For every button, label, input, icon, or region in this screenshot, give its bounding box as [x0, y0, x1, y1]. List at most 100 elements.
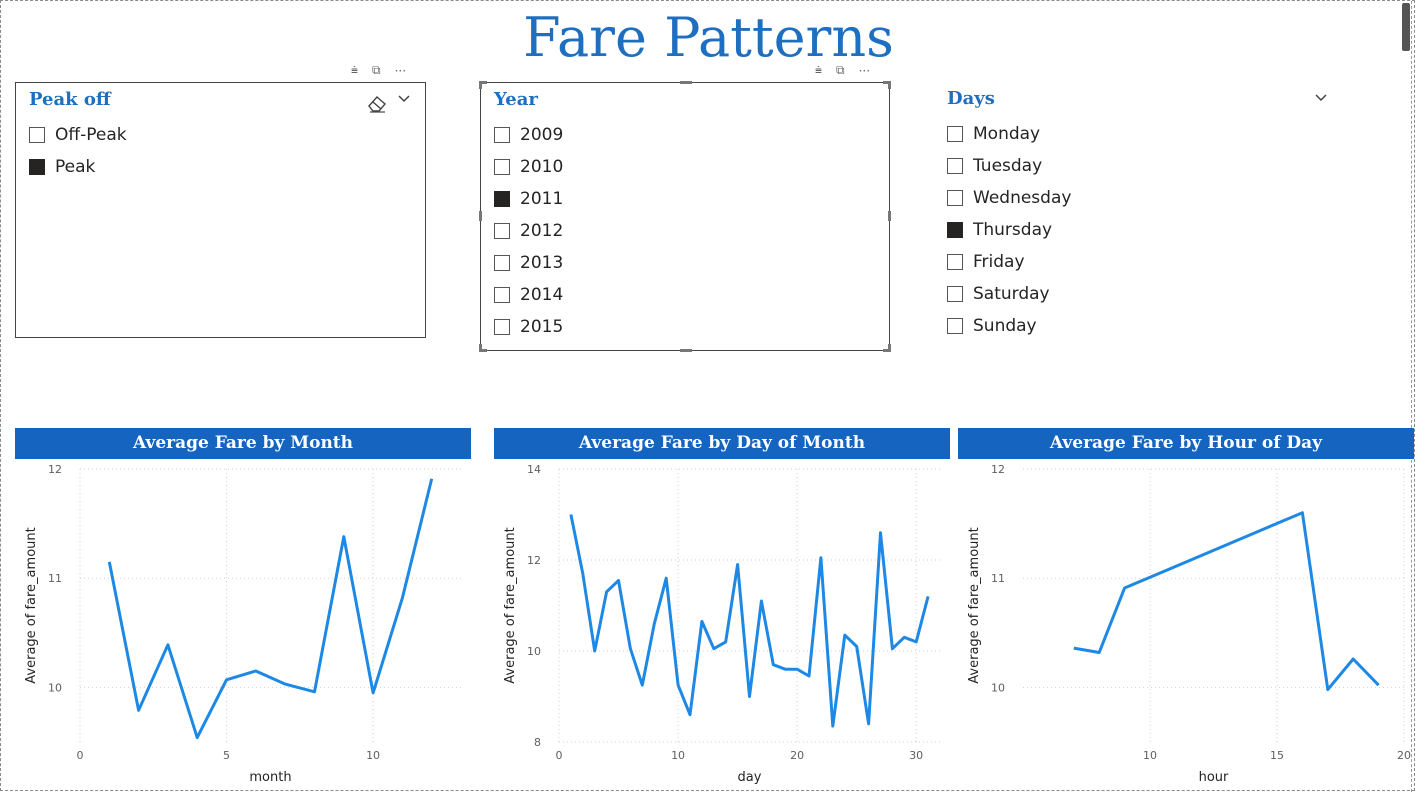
- slicer-item[interactable]: 2014: [494, 279, 563, 311]
- data-point[interactable]: [593, 649, 597, 653]
- data-point[interactable]: [914, 640, 918, 644]
- slicer-item[interactable]: 2012: [494, 215, 563, 247]
- chevron-down-icon[interactable]: [1315, 92, 1327, 104]
- chevron-down-icon[interactable]: [398, 93, 410, 105]
- data-point[interactable]: [1326, 688, 1330, 692]
- data-point[interactable]: [628, 647, 632, 651]
- data-point[interactable]: [736, 563, 740, 567]
- resize-handle[interactable]: [479, 349, 487, 352]
- data-point[interactable]: [195, 736, 199, 740]
- slicer-item[interactable]: Peak: [29, 151, 127, 183]
- series-line[interactable]: [1073, 511, 1380, 692]
- checkbox[interactable]: [947, 286, 963, 302]
- data-point[interactable]: [712, 647, 716, 651]
- slicer-item[interactable]: Wednesday: [947, 182, 1071, 214]
- data-point[interactable]: [700, 619, 704, 623]
- checkbox[interactable]: [494, 159, 510, 175]
- checkbox[interactable]: [494, 255, 510, 271]
- slicer-item[interactable]: 2015: [494, 311, 563, 343]
- more-options-icon[interactable]: ···: [858, 63, 871, 78]
- clear-selections-icon[interactable]: [366, 93, 388, 113]
- checkbox[interactable]: [29, 127, 45, 143]
- filter-icon[interactable]: ⩧: [351, 63, 359, 77]
- data-point[interactable]: [371, 691, 375, 695]
- data-point[interactable]: [1072, 646, 1076, 650]
- data-point[interactable]: [254, 669, 258, 673]
- data-point[interactable]: [807, 674, 811, 678]
- data-point[interactable]: [688, 713, 692, 717]
- data-point[interactable]: [652, 622, 656, 626]
- checkbox[interactable]: [947, 318, 963, 334]
- day-of-month-line-chart[interactable]: Average Fare by Day of Month 8 10 12 14 0 10 2…: [494, 428, 950, 788]
- checkbox[interactable]: [947, 254, 963, 270]
- more-options-icon[interactable]: ···: [394, 63, 407, 78]
- slicer-item[interactable]: 2011: [494, 183, 563, 215]
- resize-handle[interactable]: [883, 349, 891, 352]
- data-point[interactable]: [926, 594, 930, 598]
- data-point[interactable]: [1300, 511, 1304, 515]
- slicer-item[interactable]: Sunday: [947, 310, 1071, 342]
- data-point[interactable]: [1377, 683, 1381, 687]
- checkbox[interactable]: [947, 190, 963, 206]
- slicer-item[interactable]: 2009: [494, 119, 563, 151]
- data-point[interactable]: [1097, 650, 1101, 654]
- data-point[interactable]: [137, 708, 141, 712]
- resize-handle[interactable]: [888, 81, 891, 89]
- checkbox-checked[interactable]: [29, 159, 45, 175]
- slicer-item[interactable]: Saturday: [947, 278, 1071, 310]
- slicer-item[interactable]: Tuesday: [947, 150, 1071, 182]
- data-point[interactable]: [664, 576, 668, 580]
- checkbox-checked[interactable]: [494, 191, 510, 207]
- data-point[interactable]: [1351, 657, 1355, 661]
- filter-icon[interactable]: ⩧: [815, 63, 823, 77]
- data-point[interactable]: [342, 535, 346, 539]
- focus-mode-icon[interactable]: ⧉: [372, 63, 381, 77]
- data-point[interactable]: [724, 640, 728, 644]
- checkbox-checked[interactable]: [947, 222, 963, 238]
- resize-handle[interactable]: [479, 344, 482, 352]
- data-point[interactable]: [400, 596, 404, 600]
- data-point[interactable]: [225, 678, 229, 682]
- series-line[interactable]: [569, 514, 930, 728]
- resize-handle[interactable]: [479, 81, 487, 84]
- data-point[interactable]: [617, 578, 621, 582]
- checkbox[interactable]: [494, 127, 510, 143]
- data-point[interactable]: [902, 635, 906, 639]
- data-point[interactable]: [581, 572, 585, 576]
- resize-handle[interactable]: [680, 81, 692, 84]
- month-line-chart[interactable]: Average Fare by Month 10 11 12 0 5 10 month Ave…: [15, 428, 471, 788]
- slicer-item[interactable]: Monday: [947, 118, 1071, 150]
- series-line[interactable]: [107, 478, 434, 740]
- resize-handle[interactable]: [888, 211, 891, 221]
- data-point[interactable]: [783, 667, 787, 671]
- resize-handle[interactable]: [479, 81, 482, 89]
- data-point[interactable]: [1123, 586, 1127, 590]
- slicer-item[interactable]: 2010: [494, 151, 563, 183]
- resize-handle[interactable]: [479, 211, 482, 221]
- data-point[interactable]: [867, 722, 871, 726]
- vertical-scrollbar[interactable]: [1402, 3, 1410, 51]
- resize-handle[interactable]: [888, 344, 891, 352]
- checkbox[interactable]: [947, 158, 963, 174]
- data-point[interactable]: [843, 633, 847, 637]
- checkbox[interactable]: [494, 319, 510, 335]
- resize-handle[interactable]: [883, 81, 891, 84]
- data-point[interactable]: [569, 513, 573, 517]
- data-point[interactable]: [831, 724, 835, 728]
- data-point[interactable]: [795, 667, 799, 671]
- data-point[interactable]: [640, 683, 644, 687]
- checkbox[interactable]: [947, 126, 963, 142]
- data-point[interactable]: [759, 599, 763, 603]
- data-point[interactable]: [676, 683, 680, 687]
- data-point[interactable]: [819, 556, 823, 560]
- slicer-item[interactable]: Thursday: [947, 214, 1071, 246]
- slicer-item[interactable]: Friday: [947, 246, 1071, 278]
- data-point[interactable]: [605, 590, 609, 594]
- data-point[interactable]: [878, 531, 882, 535]
- slicer-item[interactable]: 2013: [494, 247, 563, 279]
- data-point[interactable]: [890, 647, 894, 651]
- checkbox[interactable]: [494, 287, 510, 303]
- slicer-item[interactable]: Off-Peak: [29, 119, 127, 151]
- resize-handle[interactable]: [680, 349, 692, 352]
- checkbox[interactable]: [494, 223, 510, 239]
